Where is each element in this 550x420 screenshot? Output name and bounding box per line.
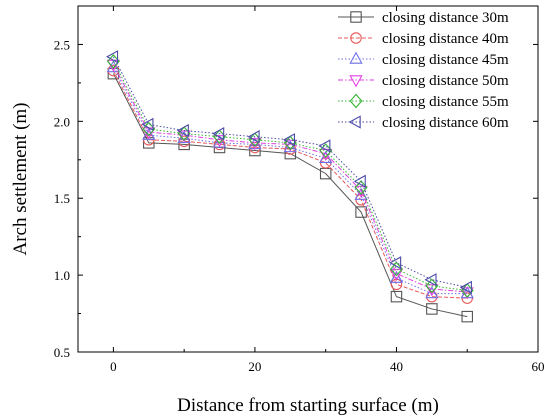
data-point: [249, 144, 261, 157]
data-point: [389, 270, 404, 283]
legend-label: closing distance 40m: [382, 31, 509, 47]
series-1: [107, 67, 473, 323]
legend-marker: [350, 32, 362, 44]
plot-frame: [77, 5, 539, 353]
x-axis-title: Distance from starting surface (m): [177, 395, 439, 416]
series-6: [106, 50, 472, 295]
data-point: [247, 130, 260, 144]
data-point: [318, 139, 331, 153]
y-tick-label: 1.5: [54, 191, 70, 206]
data-point: [354, 185, 368, 198]
data-point: [389, 256, 402, 270]
legend-marker: [350, 11, 362, 23]
legend-item: closing distance 45m: [338, 51, 509, 68]
data-point: [284, 147, 297, 160]
y-tick-label: 0.5: [54, 345, 70, 360]
legend-label: closing distance 45m: [382, 52, 509, 68]
x-tick-label: 40: [390, 359, 403, 374]
legend-marker: [349, 75, 363, 88]
y-axis-title: Arch settlement (m): [10, 102, 31, 255]
data-point: [178, 138, 190, 151]
series-line: [112, 73, 468, 318]
legend-item: closing distance 40m: [338, 31, 509, 47]
series-line: [112, 67, 468, 295]
legend-label: closing distance 60m: [382, 115, 509, 131]
data-point: [141, 117, 154, 132]
data-point: [212, 135, 227, 148]
legend-label: closing distance 50m: [382, 73, 509, 89]
data-point: [426, 303, 438, 315]
series-line: [112, 56, 468, 288]
legend-item: closing distance 50m: [338, 73, 509, 89]
y-tick-label: 1.0: [54, 268, 70, 283]
data-point: [424, 273, 437, 287]
data-point: [176, 123, 189, 138]
data-point: [459, 280, 472, 295]
data-point: [355, 206, 367, 218]
legend-marker: [348, 115, 361, 129]
data-point: [354, 187, 368, 200]
data-point: [461, 310, 473, 323]
data-point: [212, 126, 225, 141]
legend-marker: [349, 51, 363, 64]
series-line: [112, 64, 468, 293]
legend-label: closing distance 55m: [382, 94, 509, 110]
legend-item: closing distance 60m: [338, 115, 509, 131]
legend-label: closing distance 30m: [382, 10, 509, 26]
data-point: [213, 138, 226, 151]
data-point: [425, 284, 439, 297]
data-point: [390, 290, 403, 303]
data-point: [106, 50, 119, 64]
data-point: [282, 133, 296, 147]
y-tick-label: 2.5: [54, 37, 70, 52]
data-point: [248, 138, 262, 151]
x-tick-label: 0: [110, 359, 117, 374]
axes: 0 20 40 60 0.5 1.0 1.5 2.0 2.5: [54, 5, 545, 374]
legend-item: closing distance 30m: [338, 10, 509, 26]
series-group: [106, 50, 474, 323]
series-5: [106, 54, 474, 298]
data-point: [353, 174, 366, 188]
data-point: [389, 268, 404, 281]
legend-item: closing distance 55m: [338, 93, 509, 110]
x-tick-label: 60: [532, 359, 545, 374]
legend-marker: [349, 93, 363, 109]
x-tick-label: 20: [248, 359, 261, 374]
data-point: [425, 286, 439, 299]
y-tick-label: 2.0: [54, 114, 70, 129]
legend: closing distance 30m closing distance 40m…: [338, 10, 509, 131]
